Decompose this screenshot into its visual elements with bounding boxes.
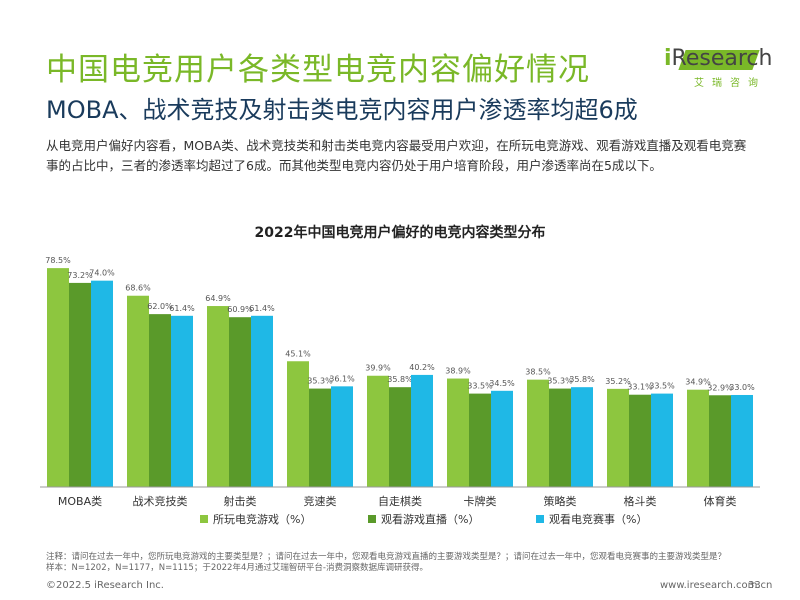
bar-4-0 xyxy=(367,375,389,487)
data-label-7-0: 35.2% xyxy=(605,377,631,386)
bar-8-2 xyxy=(731,394,753,487)
page-subtitle: MOBA、战术竞技及射击类电竞内容用户渗透率均超6成 xyxy=(46,96,638,124)
category-label-5: 卡牌类 xyxy=(464,494,497,508)
data-label-6-2: 35.8% xyxy=(569,375,595,384)
legend-label-0: 所玩电竞游戏（%） xyxy=(213,512,311,526)
data-label-5-0: 38.9% xyxy=(445,367,471,376)
bar-7-1 xyxy=(629,394,651,487)
bar-3-0 xyxy=(287,361,309,487)
category-label-2: 射击类 xyxy=(224,494,257,508)
legend-swatch-1 xyxy=(368,515,376,523)
data-label-3-1: 35.3% xyxy=(307,377,333,386)
data-label-5-1: 33.5% xyxy=(467,382,493,391)
bar-2-1 xyxy=(229,317,251,487)
category-label-8: 体育类 xyxy=(704,494,737,508)
bar-2-2 xyxy=(251,315,273,487)
bar-8-0 xyxy=(687,389,709,487)
data-label-8-1: 32.9% xyxy=(707,383,733,392)
data-label-1-1: 62.0% xyxy=(147,302,173,311)
copyright: ©2022.5 iResearch Inc. xyxy=(46,580,164,591)
bar-1-2 xyxy=(171,315,193,487)
data-label-6-1: 35.3% xyxy=(547,377,573,386)
page-number: 33 xyxy=(748,580,761,591)
data-label-2-2: 61.4% xyxy=(249,304,275,313)
data-label-4-2: 40.2% xyxy=(409,363,435,372)
bar-5-1 xyxy=(469,393,491,487)
bar-chart: 78.5%73.2%74.0%MOBA类68.6%62.0%61.4%战术竞技类… xyxy=(40,256,760,526)
data-label-2-0: 64.9% xyxy=(205,294,231,303)
data-label-8-0: 34.9% xyxy=(685,378,711,387)
category-label-1: 战术竞技类 xyxy=(133,494,188,508)
chart-title: 2022年中国电竞用户偏好的电竞内容类型分布 xyxy=(254,225,546,241)
category-label-6: 策略类 xyxy=(544,494,577,508)
description-text: 从电竞用户偏好内容看，MOBA类、战术竞技类和射击类电竞内容最受用户欢迎，在所玩… xyxy=(46,138,747,173)
legend-label-1: 观看游戏直播（%） xyxy=(381,512,479,526)
data-label-4-1: 35.8% xyxy=(387,375,413,384)
data-label-1-0: 68.6% xyxy=(125,284,151,293)
bar-1-0 xyxy=(127,295,149,487)
legend-label-2: 观看电竞赛事（%） xyxy=(549,512,647,526)
page-title: 中国电竞用户各类型电竞内容偏好情况 xyxy=(46,52,590,88)
bar-7-0 xyxy=(607,388,629,487)
data-label-2-1: 60.9% xyxy=(227,305,253,314)
website-link[interactable]: www.iresearch.com.cn xyxy=(660,580,773,591)
category-label-0: MOBA类 xyxy=(58,494,102,508)
bar-0-1 xyxy=(69,282,91,487)
data-label-0-2: 74.0% xyxy=(89,269,115,278)
data-label-0-0: 78.5% xyxy=(45,256,71,265)
bar-6-2 xyxy=(571,387,593,487)
bar-6-1 xyxy=(549,388,571,487)
legend-swatch-2 xyxy=(536,515,544,523)
footnote-questions: 注释：请问在过去一年中，您所玩电竞游戏的主要类型是？；请问在过去一年中，您观看电… xyxy=(46,552,727,562)
data-label-0-1: 73.2% xyxy=(67,271,93,280)
bar-5-0 xyxy=(447,378,469,487)
bar-1-1 xyxy=(149,314,171,487)
bar-4-1 xyxy=(389,387,411,487)
data-label-4-0: 39.9% xyxy=(365,364,391,373)
footnote: 注释：请问在过去一年中，您所玩电竞游戏的主要类型是？；请问在过去一年中，您观看电… xyxy=(46,552,766,574)
bar-3-1 xyxy=(309,388,331,487)
bar-6-0 xyxy=(527,379,549,487)
bar-7-2 xyxy=(651,393,673,487)
logo-chinese-name: 艾瑞咨询 xyxy=(694,78,766,89)
data-label-3-2: 36.1% xyxy=(329,374,355,383)
bar-0-2 xyxy=(91,280,113,487)
data-label-8-2: 33.0% xyxy=(729,383,755,392)
logo-wordmark: iResearch xyxy=(664,46,773,71)
data-label-7-1: 33.1% xyxy=(627,383,653,392)
data-label-7-2: 33.5% xyxy=(649,382,675,391)
bar-5-2 xyxy=(491,390,513,487)
bar-4-2 xyxy=(411,374,433,487)
bar-2-0 xyxy=(207,306,229,487)
category-label-4: 自走棋类 xyxy=(378,494,422,508)
bar-8-1 xyxy=(709,395,731,487)
data-label-6-0: 38.5% xyxy=(525,368,551,377)
data-label-5-2: 34.5% xyxy=(489,379,515,388)
data-label-1-2: 61.4% xyxy=(169,304,195,313)
data-label-3-0: 45.1% xyxy=(285,349,311,358)
bar-3-2 xyxy=(331,386,353,487)
category-label-3: 竞速类 xyxy=(304,494,337,508)
footnote-sample: 样本：N=1202，N=1177，N=1115；于2022年4月通过艾瑞智研平台… xyxy=(46,563,428,573)
category-label-7: 格斗类 xyxy=(624,494,657,508)
iresearch-logo: iResearch 艾瑞咨询 xyxy=(664,44,772,92)
bar-0-0 xyxy=(47,268,69,487)
legend-swatch-0 xyxy=(200,515,208,523)
